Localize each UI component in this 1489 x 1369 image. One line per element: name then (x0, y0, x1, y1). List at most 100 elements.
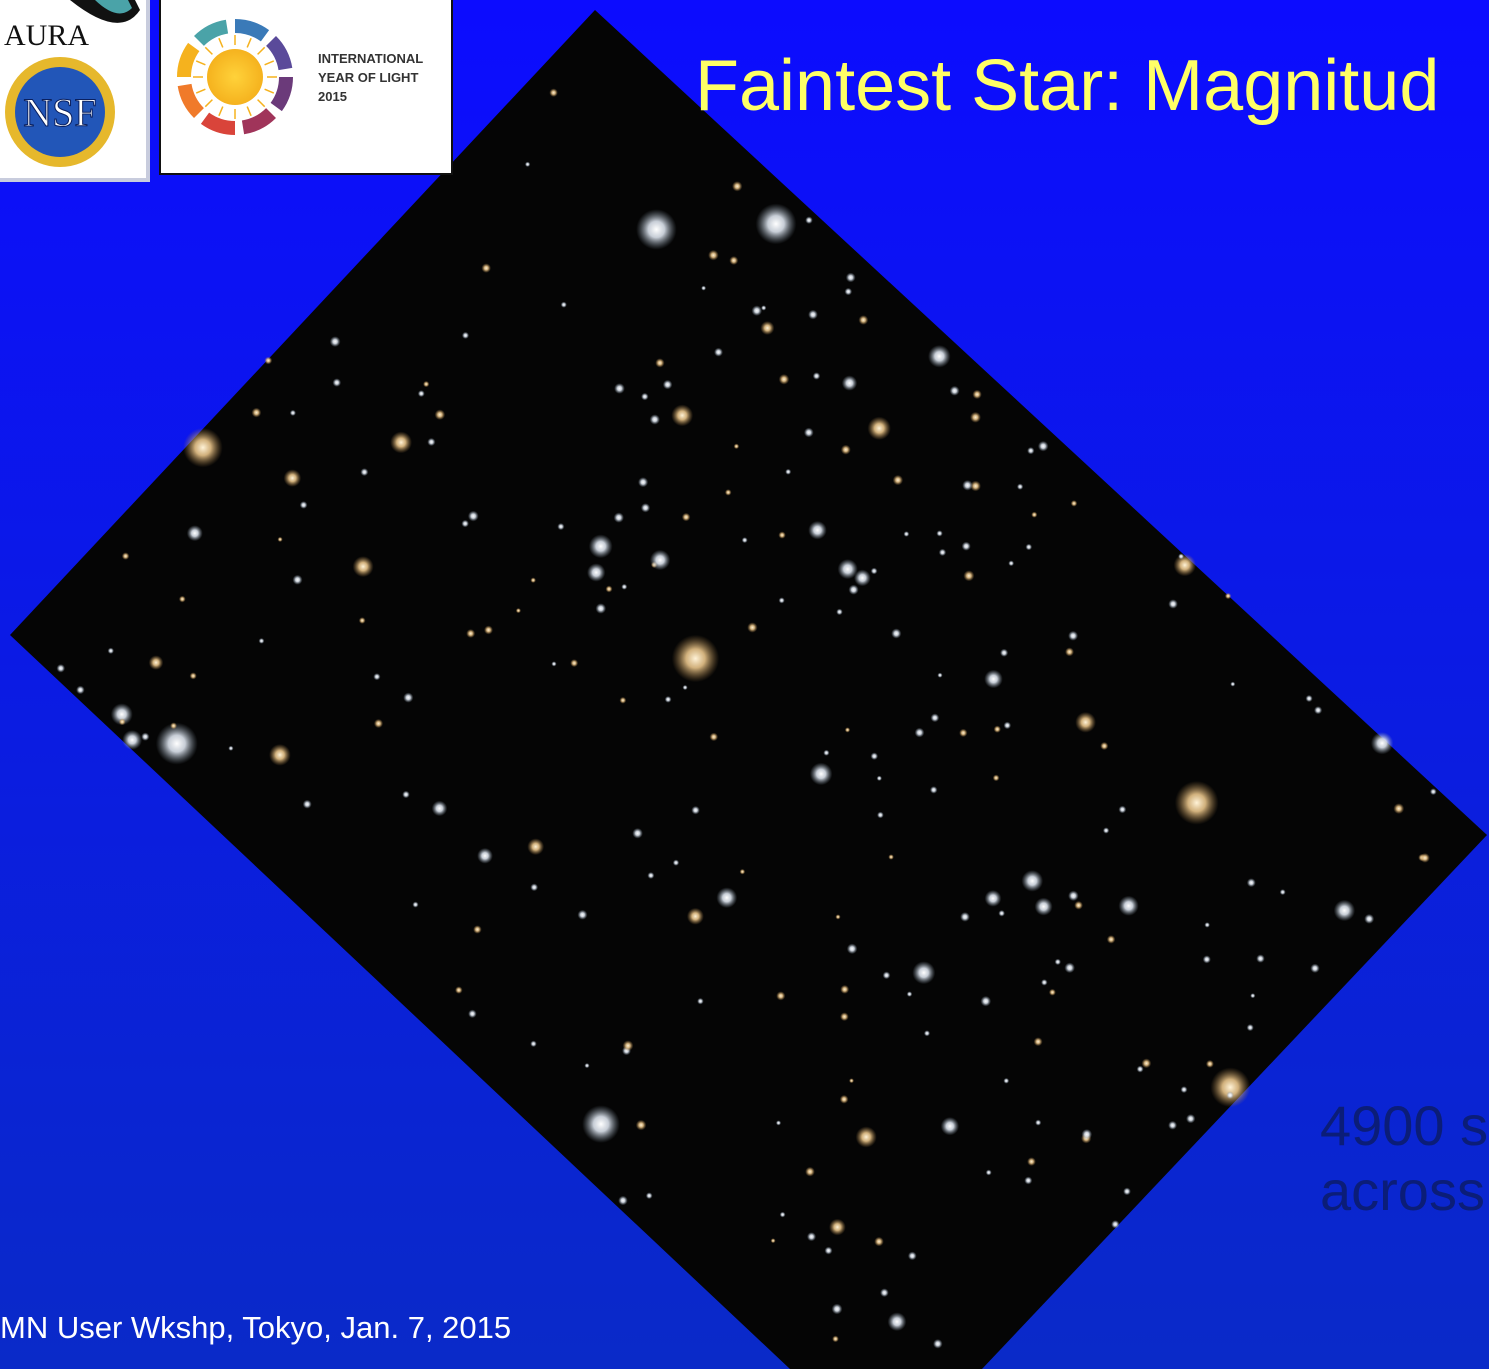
star (841, 375, 858, 391)
star (1173, 553, 1197, 577)
star (332, 378, 342, 387)
star (662, 379, 673, 390)
star (360, 468, 369, 477)
nsf-globe (15, 67, 105, 157)
star (373, 673, 381, 681)
star (732, 181, 743, 192)
star (1246, 1024, 1254, 1032)
star (640, 503, 651, 513)
star (1065, 647, 1074, 657)
star (473, 925, 482, 934)
star (776, 991, 786, 1001)
star (621, 583, 628, 590)
star (570, 659, 579, 668)
star (582, 1105, 620, 1143)
iyl-logo: INTERNATIONAL YEAR OF LIGHT 2015 (159, 0, 453, 175)
star (1224, 592, 1232, 600)
iyl-text: YEAR OF LIGHT (318, 70, 418, 85)
star (1310, 963, 1320, 973)
star (1178, 553, 1185, 560)
star (808, 520, 827, 540)
ray (257, 46, 266, 55)
star (481, 263, 492, 273)
star (823, 749, 830, 756)
star (914, 727, 925, 738)
star (671, 404, 694, 427)
star (923, 1030, 931, 1037)
star (760, 321, 775, 335)
star (1068, 630, 1079, 641)
star (930, 713, 940, 723)
aura-text: AURA (4, 19, 89, 52)
star (1034, 897, 1053, 916)
star (1393, 803, 1405, 814)
star (110, 703, 133, 726)
star (107, 647, 115, 654)
star (903, 531, 910, 537)
ray (246, 106, 252, 117)
star (595, 603, 607, 614)
star (809, 762, 833, 786)
star (1041, 979, 1048, 986)
star (1314, 706, 1323, 715)
star (778, 374, 790, 385)
star (477, 847, 493, 864)
star (635, 1119, 647, 1131)
star (844, 727, 851, 733)
star (858, 315, 869, 325)
star (729, 256, 739, 265)
star (461, 331, 470, 339)
star (402, 790, 410, 799)
star (812, 372, 821, 380)
star (959, 728, 968, 738)
star (1025, 543, 1033, 551)
star (155, 722, 198, 765)
star (455, 986, 463, 994)
star (1003, 721, 1012, 730)
star (141, 732, 150, 741)
petal (177, 42, 200, 77)
star (1305, 694, 1313, 703)
star (1180, 1086, 1188, 1094)
star (870, 752, 879, 760)
star (1186, 1114, 1196, 1124)
star (877, 811, 884, 819)
ray (195, 60, 206, 66)
star (937, 672, 943, 678)
star (466, 629, 476, 638)
star (655, 358, 665, 368)
star (170, 722, 178, 730)
star (1204, 922, 1210, 928)
star (1035, 1119, 1042, 1126)
side-text: 4900 s (1320, 1094, 1488, 1157)
star (836, 608, 843, 616)
star (739, 868, 746, 875)
star (403, 692, 414, 703)
star (808, 309, 818, 320)
star (390, 431, 412, 454)
star (1102, 827, 1110, 834)
star (839, 1094, 849, 1104)
star (940, 1117, 960, 1136)
star (1123, 1187, 1131, 1196)
star (1016, 483, 1024, 490)
star (1226, 1091, 1234, 1100)
star (412, 901, 419, 908)
star (849, 1078, 854, 1084)
star (876, 775, 882, 781)
nsf-text: NSF (23, 90, 96, 135)
ray (264, 60, 275, 66)
ray (246, 37, 252, 48)
star (530, 1040, 537, 1048)
star (524, 161, 531, 167)
star (709, 732, 719, 742)
ray (257, 99, 266, 108)
star (122, 730, 143, 750)
star (984, 669, 1003, 689)
star (636, 209, 677, 250)
star (530, 883, 539, 892)
petal (270, 77, 293, 112)
ray (204, 46, 213, 55)
star (1168, 599, 1178, 609)
star (515, 608, 522, 614)
